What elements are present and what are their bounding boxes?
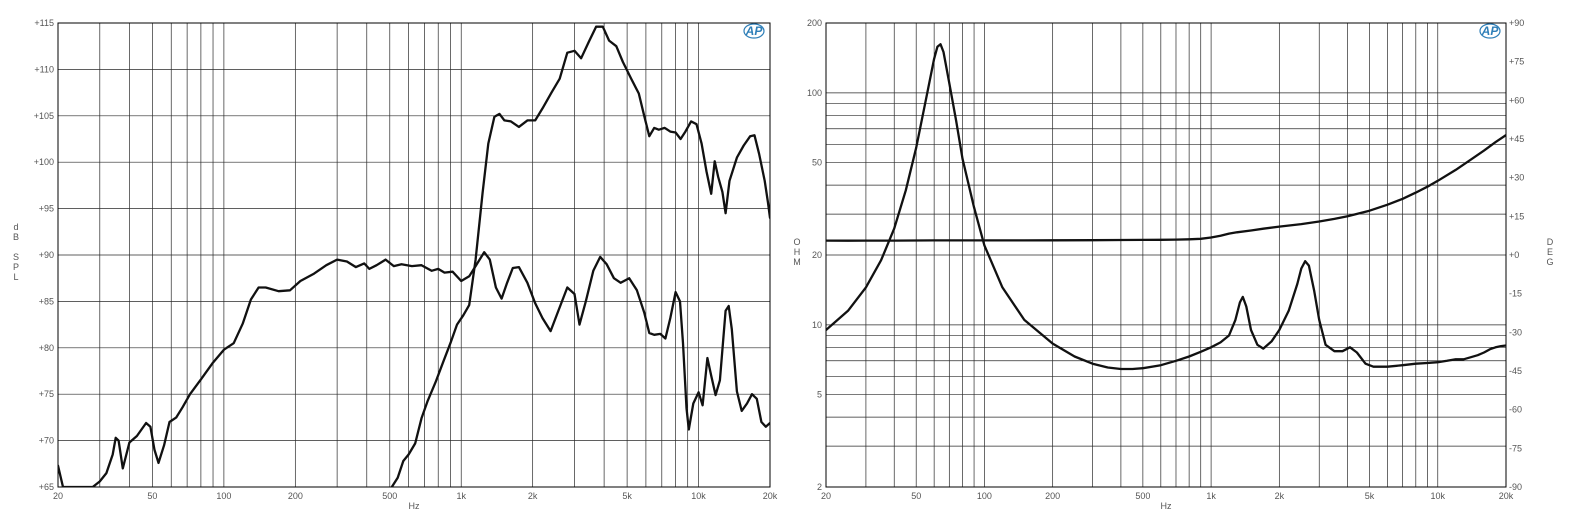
- x-tick-label: 20k: [1499, 491, 1514, 501]
- y-tick-label: 200: [807, 18, 822, 28]
- series-line-2: [390, 25, 770, 487]
- y-tick-label: +95: [39, 204, 54, 214]
- y2-tick-label: -15: [1509, 289, 1522, 299]
- y2-tick-label: +0: [1509, 250, 1519, 260]
- y-tick-label: +110: [34, 64, 54, 74]
- y-tick-label: +75: [39, 389, 54, 399]
- y-tick-label: 20: [812, 250, 822, 260]
- y2-tick-label: -45: [1509, 366, 1522, 376]
- y2-tick-label: +30: [1509, 173, 1524, 183]
- grid: [57, 22, 771, 488]
- y-tick-label: 10: [812, 320, 822, 330]
- y2-tick-label: -75: [1509, 443, 1522, 453]
- series-group: [826, 43, 1506, 371]
- plot-frame: [825, 22, 1507, 488]
- impedance-chart: 20 50 100 200 500 1k 2k 5k 10k 20k 2 5 10 20 50 100 200 -…: [790, 0, 1588, 531]
- series-line-2: [826, 133, 1506, 242]
- x-tick-label: 200: [288, 491, 303, 501]
- x-tick-label: 20: [53, 491, 63, 501]
- y2-tick-label: +90: [1509, 18, 1524, 28]
- x-tick-label: 500: [382, 491, 397, 501]
- ap-logo: AP: [743, 23, 765, 39]
- x-tick-label: 200: [1045, 491, 1060, 501]
- x-tick-label: 50: [911, 491, 921, 501]
- x-tick-label: 20: [821, 491, 831, 501]
- y2-tick-label: -30: [1509, 327, 1522, 337]
- x-tick-label: 100: [216, 491, 231, 501]
- x-tick-label: 1k: [1206, 491, 1216, 501]
- y-tick-label: 50: [812, 158, 822, 168]
- y-tick-label: +100: [34, 157, 54, 167]
- x-tick-label: 1k: [456, 491, 466, 501]
- y2-tick-label: +15: [1509, 211, 1524, 221]
- ap-logo: AP: [1479, 23, 1501, 39]
- y-tick-label: +65: [39, 482, 54, 492]
- x-tick-label: 10k: [691, 491, 706, 501]
- x-axis-title: Hz: [409, 501, 420, 511]
- spl-chart: 20 50 100 200 500 1k 2k 5k 10k 20k +65 +70 +75 +80 +85…: [0, 0, 790, 531]
- y2-tick-label: -60: [1509, 405, 1522, 415]
- x-tick-label: 100: [977, 491, 992, 501]
- x-tick-label: 10k: [1431, 491, 1446, 501]
- y2-tick-label: +60: [1509, 95, 1524, 105]
- y-tick-label: +80: [39, 343, 54, 353]
- series-line-1: [826, 43, 1506, 371]
- svg-text:AP: AP: [745, 24, 764, 38]
- series-line-1: [58, 251, 770, 487]
- spl-chart-svg: 20 50 100 200 500 1k 2k 5k 10k 20k +65 +70 +75 +80 +85…: [13, 18, 778, 511]
- svg-text:AP: AP: [1481, 24, 1500, 38]
- y2-tick-label: +75: [1509, 57, 1524, 67]
- x-tick-label: 500: [1135, 491, 1150, 501]
- series-group: [58, 25, 770, 487]
- x-tick-label: 2k: [528, 491, 538, 501]
- plot-frame: [57, 22, 771, 488]
- y-tick-label: +90: [39, 250, 54, 260]
- y-tick-label: +70: [39, 436, 54, 446]
- x-tick-label: 5k: [622, 491, 632, 501]
- impedance-chart-svg: 20 50 100 200 500 1k 2k 5k 10k 20k 2 5 10 20 50 100 200 -…: [793, 18, 1554, 511]
- y2-tick-label: +45: [1509, 134, 1524, 144]
- x-tick-label: 2k: [1275, 491, 1285, 501]
- x-axis-title: Hz: [1161, 501, 1172, 511]
- y-tick-label: 100: [807, 88, 822, 98]
- y-tick-label: 5: [817, 390, 822, 400]
- y-tick-label: 2: [817, 482, 822, 492]
- y-tick-label: +115: [34, 18, 54, 28]
- x-tick-label: 5k: [1365, 491, 1375, 501]
- y2-tick-label: -90: [1509, 482, 1522, 492]
- x-tick-label: 20k: [763, 491, 778, 501]
- x-tick-label: 50: [147, 491, 157, 501]
- y-tick-label: +85: [39, 296, 54, 306]
- y-tick-label: +105: [34, 111, 54, 121]
